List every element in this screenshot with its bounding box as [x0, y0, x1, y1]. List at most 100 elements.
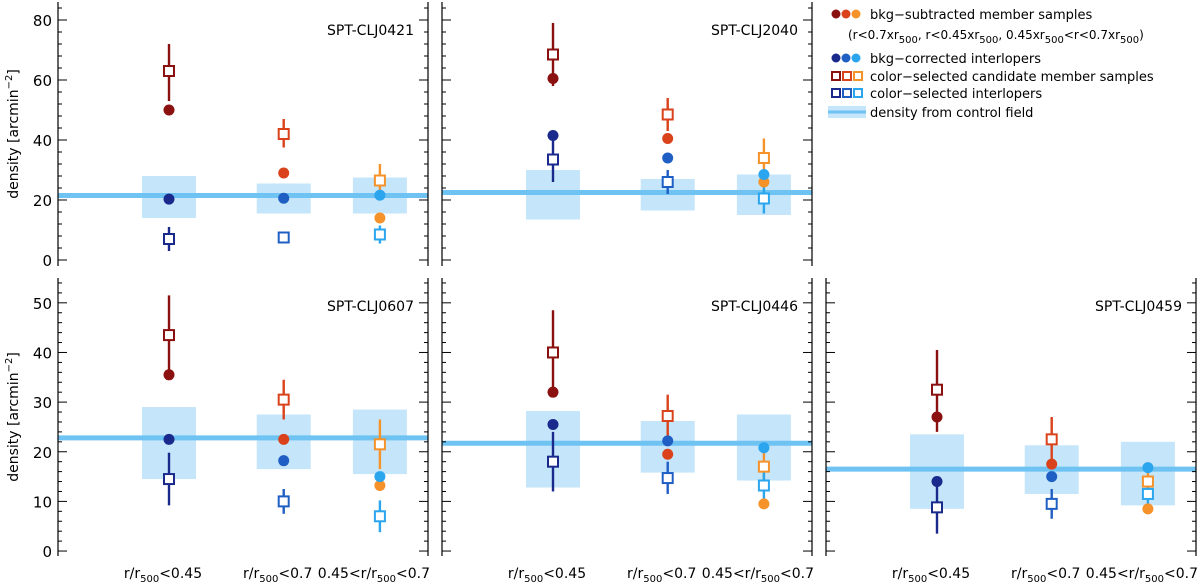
panel-title: SPT-CLJ0421 — [327, 23, 414, 39]
interloper-point — [277, 495, 290, 508]
y-tick-label: 40 — [33, 132, 52, 150]
bkg-corrected-point — [278, 192, 290, 204]
legend-marker — [831, 9, 841, 19]
legend-marker — [842, 71, 852, 81]
panel-title: SPT-CLJ0459 — [1095, 299, 1182, 315]
bkg-subtracted-point — [662, 133, 674, 144]
y-tick-label: 0 — [42, 543, 52, 561]
legend-marker — [842, 88, 852, 98]
bkg-corrected-point — [662, 435, 674, 447]
candidate-point — [373, 174, 386, 187]
x-tick-label: r/r500<0.7 — [627, 566, 696, 584]
bkg-corrected-point — [163, 433, 175, 445]
bkg-corrected-point — [374, 189, 386, 201]
candidate-point — [163, 329, 175, 342]
candidate-point — [1045, 433, 1058, 446]
y-tick-label: 10 — [33, 493, 52, 511]
legend-marker — [851, 9, 861, 19]
y-tick-label: 30 — [33, 394, 52, 412]
bkg-corrected-point — [662, 152, 674, 164]
x-tick-label: r/r500<0.45 — [124, 566, 202, 584]
bkg-subtracted-point — [1046, 458, 1058, 470]
y-tick-label: 60 — [33, 72, 52, 90]
panel-title: SPT-CLJ0607 — [327, 299, 414, 315]
bkg-subtracted-point — [163, 369, 175, 381]
candidate-point — [1141, 475, 1154, 488]
candidate-point — [277, 128, 290, 140]
bkg-corrected-point — [931, 476, 943, 488]
candidate-point — [931, 383, 943, 396]
bkg-subtracted-point — [547, 73, 559, 84]
bkg-subtracted-point — [1142, 503, 1154, 515]
y-tick-label: 50 — [33, 295, 52, 313]
bkg-subtracted-point — [374, 480, 386, 492]
x-tick-label: r/r500<0.7 — [243, 566, 312, 584]
panel-spt-clj0607: 0 10 20 30 40 50 density [arcmin−2] SPT-CLJ0607… — [4, 278, 430, 585]
panel-title: SPT-CLJ2040 — [711, 23, 798, 39]
panel-spt-clj2040: SPT-CLJ2040 — [441, 2, 813, 266]
interloper-point — [373, 510, 386, 523]
legend-marker — [841, 9, 851, 19]
interloper-point — [661, 176, 674, 188]
bkg-subtracted-point — [374, 212, 386, 224]
interloper-point — [1045, 497, 1058, 510]
bkg-subtracted-point — [931, 411, 943, 423]
bkg-corrected-point — [1046, 471, 1058, 483]
interloper-point — [547, 153, 559, 166]
bkg-corrected-point — [758, 442, 770, 454]
x-tick-label: 0.45<r/r500<0.7 — [318, 566, 430, 584]
bkg-corrected-point — [547, 418, 559, 430]
x-tick-label: 0.45<r/r500<0.7 — [1086, 566, 1198, 584]
bkg-corrected-point — [547, 130, 559, 141]
y-tick-label: 20 — [33, 192, 52, 210]
y-tick-label: 40 — [33, 344, 52, 362]
interloper-point — [757, 479, 770, 492]
x-tick-label: 0.45<r/r500<0.7 — [702, 566, 814, 584]
candidate-point — [757, 460, 770, 473]
x-tick-label: r/r500<0.45 — [892, 566, 970, 584]
legend-label: color−selected interlopers — [870, 87, 1042, 102]
interloper-point — [931, 501, 943, 514]
panel-spt-clj0446: SPT-CLJ0446 r/r500<0.45 r/r500<0.7 0.45<r/r… — [441, 278, 814, 585]
bkg-subtracted-point — [547, 386, 559, 398]
legend-label: bkg−subtracted member samples — [870, 8, 1093, 23]
bkg-corrected-point — [278, 455, 290, 467]
y-tick-label: 0 — [42, 252, 52, 270]
legend-marker — [831, 88, 841, 98]
panel-title: SPT-CLJ0446 — [711, 299, 798, 315]
interloper-point — [373, 228, 386, 241]
candidate-point — [547, 48, 559, 61]
candidate-point — [661, 410, 674, 423]
bkg-corrected-point — [1142, 462, 1154, 474]
panel-spt-clj0421: 0 20 40 60 80 density [arcmin−2] SPT-CLJ0421 — [4, 2, 429, 270]
bkg-subtracted-point — [278, 167, 290, 179]
interloper-point — [163, 233, 175, 245]
legend-marker — [831, 71, 841, 81]
interloper-point — [661, 472, 674, 485]
bkg-subtracted-point — [278, 433, 290, 445]
interloper-point — [547, 455, 559, 468]
legend-label: density from control field — [870, 106, 1033, 121]
legend-label: color−selected candidate member samples — [870, 70, 1154, 85]
panel-spt-clj0459: SPT-CLJ0459 r/r500<0.45 r/r500<0.7 0.45<r/r… — [825, 278, 1198, 585]
legend-marker — [841, 53, 851, 63]
candidate-point — [277, 393, 290, 406]
bkg-corrected-point — [374, 471, 386, 483]
interloper-point — [277, 231, 290, 244]
candidate-point — [373, 438, 386, 451]
bkg-subtracted-point — [163, 104, 175, 116]
legend-marker — [831, 53, 841, 63]
legend-marker — [853, 71, 863, 81]
y-tick-label: 80 — [33, 12, 52, 30]
x-tick-label: r/r500<0.7 — [1011, 566, 1080, 584]
candidate-point — [163, 65, 175, 77]
bkg-subtracted-point — [758, 498, 770, 510]
legend-marker — [851, 53, 861, 63]
legend: bkg−subtracted member samples bkg−correct… — [828, 8, 1154, 121]
y-axis-label: density [arcmin−2] — [4, 352, 22, 482]
legend-label: bkg−corrected interlopers — [870, 52, 1041, 67]
y-tick-label: 20 — [33, 444, 52, 462]
candidate-point — [547, 346, 559, 359]
